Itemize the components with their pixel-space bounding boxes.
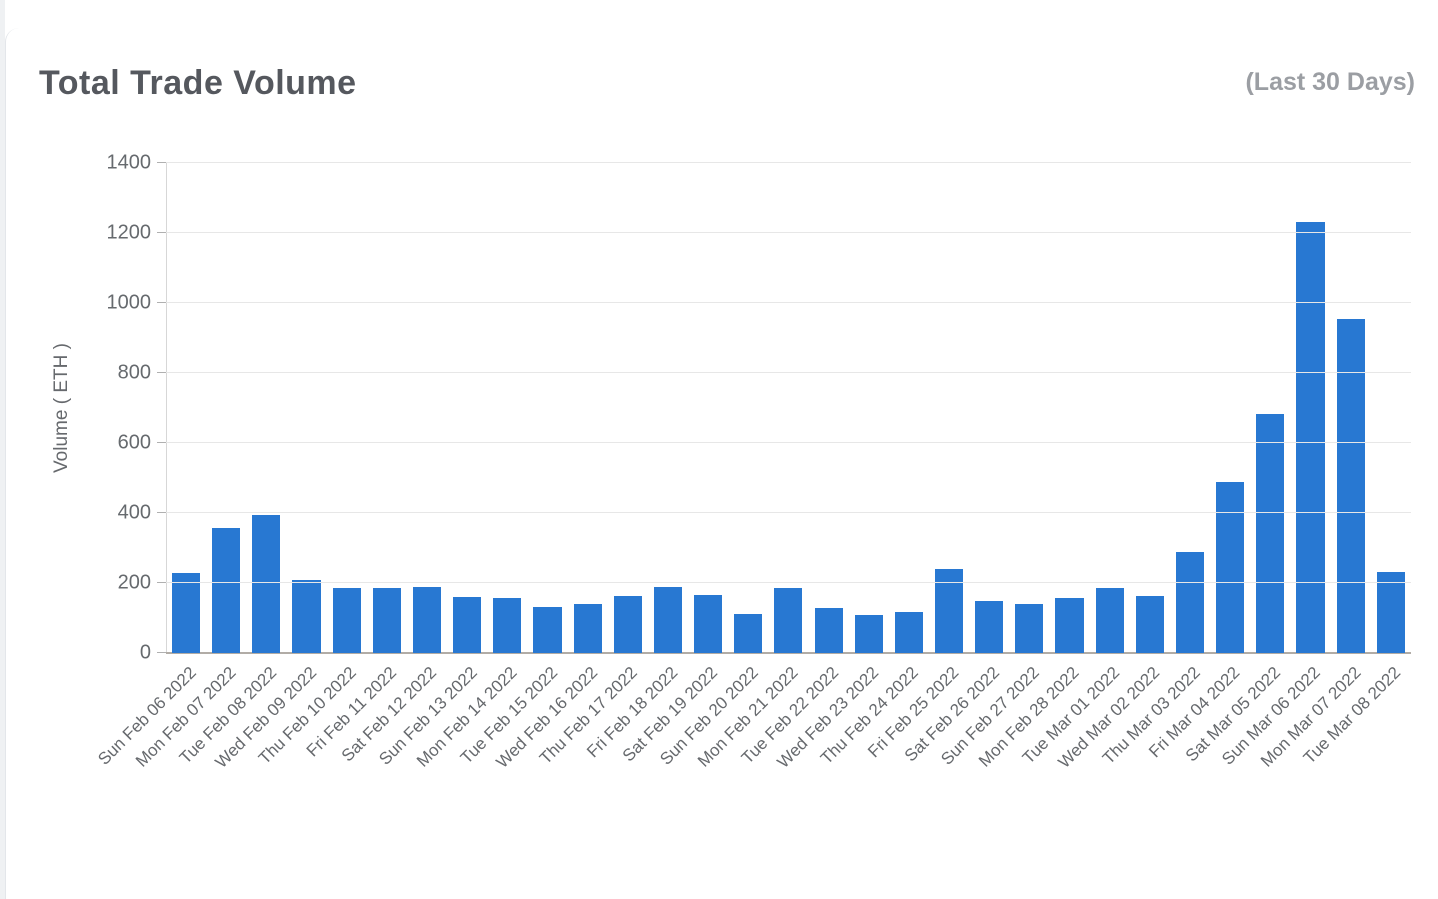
y-tick-label: 400 bbox=[117, 501, 151, 524]
bar-slot bbox=[1331, 163, 1371, 653]
bar-slot bbox=[447, 163, 487, 653]
bar-fri-feb-11-2022[interactable] bbox=[372, 588, 401, 653]
bar-slot bbox=[367, 163, 407, 653]
bar-slot bbox=[1049, 163, 1089, 653]
y-tick-label: 200 bbox=[117, 571, 151, 594]
bar-slot bbox=[327, 163, 367, 653]
y-tick-label: 1000 bbox=[106, 291, 152, 314]
bar-tue-mar-08-2022[interactable] bbox=[1376, 571, 1405, 653]
gridline bbox=[166, 232, 1411, 233]
bar-slot bbox=[286, 163, 326, 653]
y-tick-label: 0 bbox=[139, 641, 151, 664]
bar-slot bbox=[889, 163, 929, 653]
bar-slot bbox=[969, 163, 1009, 653]
bar-fri-mar-04-2022[interactable] bbox=[1216, 481, 1245, 653]
bar-thu-feb-17-2022[interactable] bbox=[613, 595, 642, 653]
bar-sat-feb-26-2022[interactable] bbox=[975, 601, 1004, 653]
bar-mon-feb-21-2022[interactable] bbox=[774, 588, 803, 653]
y-tick-label: 1200 bbox=[106, 221, 152, 244]
y-tick-label: 1400 bbox=[106, 151, 152, 174]
x-axis-line bbox=[166, 652, 1411, 654]
bar-sat-feb-19-2022[interactable] bbox=[694, 594, 723, 653]
bar-thu-mar-03-2022[interactable] bbox=[1175, 551, 1205, 653]
page-left-margin bbox=[0, 0, 5, 899]
bar-slot bbox=[849, 163, 889, 653]
bar-sat-mar-05-2022[interactable] bbox=[1256, 414, 1285, 653]
bar-fri-feb-18-2022[interactable] bbox=[653, 587, 682, 653]
bar-slot bbox=[648, 163, 688, 653]
bar-slot bbox=[1210, 163, 1250, 653]
bar-slot bbox=[1250, 163, 1290, 653]
y-axis-tick bbox=[157, 302, 166, 303]
chart-subtitle: (Last 30 Days) bbox=[1245, 68, 1415, 96]
y-tick-label: 800 bbox=[117, 361, 151, 384]
bar-slot bbox=[809, 163, 849, 653]
bar-slot bbox=[1371, 163, 1411, 653]
bar-wed-mar-02-2022[interactable] bbox=[1135, 596, 1164, 653]
chart-title: Total Trade Volume bbox=[39, 64, 357, 102]
y-tick-label: 600 bbox=[117, 431, 151, 454]
gridline bbox=[166, 442, 1411, 443]
y-axis-tick bbox=[157, 372, 166, 373]
gridline bbox=[166, 582, 1411, 583]
bar-slot bbox=[246, 163, 286, 653]
bar-wed-feb-09-2022[interactable] bbox=[292, 579, 321, 653]
bar-sun-mar-06-2022[interactable] bbox=[1296, 221, 1325, 653]
bar-wed-feb-16-2022[interactable] bbox=[573, 604, 602, 653]
bar-slot bbox=[1290, 163, 1330, 653]
gridline bbox=[166, 372, 1411, 373]
bar-thu-feb-10-2022[interactable] bbox=[332, 587, 361, 653]
y-axis-tick bbox=[157, 582, 166, 583]
bar-slot bbox=[166, 163, 206, 653]
bar-wed-feb-23-2022[interactable] bbox=[854, 615, 883, 653]
bar-slot bbox=[527, 163, 567, 653]
bar-tue-feb-22-2022[interactable] bbox=[814, 607, 843, 653]
bar-tue-feb-08-2022[interactable] bbox=[252, 515, 281, 653]
bar-fri-feb-25-2022[interactable] bbox=[934, 569, 964, 653]
bar-slot bbox=[487, 163, 527, 653]
y-axis-tick bbox=[157, 162, 166, 163]
bar-slot bbox=[1170, 163, 1210, 653]
bar-slot bbox=[1009, 163, 1049, 653]
bar-tue-mar-01-2022[interactable] bbox=[1095, 587, 1124, 653]
bar-sun-feb-13-2022[interactable] bbox=[453, 596, 482, 653]
bar-slot bbox=[768, 163, 808, 653]
bar-slot bbox=[1090, 163, 1130, 653]
bar-mon-feb-07-2022[interactable] bbox=[212, 528, 241, 653]
bar-sat-feb-12-2022[interactable] bbox=[412, 586, 442, 653]
bar-slot bbox=[568, 163, 608, 653]
chart-card: Total Trade Volume (Last 30 Days) Volume… bbox=[5, 28, 1438, 899]
bar-sun-feb-06-2022[interactable] bbox=[172, 572, 201, 653]
bar-slot bbox=[407, 163, 447, 653]
bar-series bbox=[166, 163, 1411, 653]
bar-slot bbox=[929, 163, 969, 653]
y-axis-tick bbox=[157, 652, 166, 653]
bar-sun-feb-27-2022[interactable] bbox=[1015, 604, 1044, 653]
bar-slot bbox=[206, 163, 246, 653]
y-axis-tick bbox=[157, 232, 166, 233]
bar-mon-feb-14-2022[interactable] bbox=[493, 597, 522, 653]
bar-slot bbox=[1130, 163, 1170, 653]
bar-slot bbox=[608, 163, 648, 653]
y-axis-tick bbox=[157, 512, 166, 513]
bar-thu-feb-24-2022[interactable] bbox=[894, 612, 923, 653]
bar-slot bbox=[728, 163, 768, 653]
bar-mon-mar-07-2022[interactable] bbox=[1336, 319, 1365, 653]
gridline bbox=[166, 512, 1411, 513]
bar-slot bbox=[688, 163, 728, 653]
gridline bbox=[166, 302, 1411, 303]
y-axis-tick bbox=[157, 442, 166, 443]
y-axis-line bbox=[166, 163, 167, 653]
y-axis-title: Volume ( ETH ) bbox=[51, 343, 72, 473]
gridline bbox=[166, 162, 1411, 163]
x-axis-labels: Sun Feb 06 2022 Mon Feb 07 2022 Tue Feb 08… bbox=[94, 653, 1411, 873]
plot-area: Volume ( ETH ) Sun Feb 06 2022 Mon Feb 07… bbox=[51, 152, 1411, 772]
bar-mon-feb-28-2022[interactable] bbox=[1055, 597, 1084, 653]
bar-tue-feb-15-2022[interactable] bbox=[533, 606, 562, 653]
bar-sun-feb-20-2022[interactable] bbox=[734, 613, 763, 653]
